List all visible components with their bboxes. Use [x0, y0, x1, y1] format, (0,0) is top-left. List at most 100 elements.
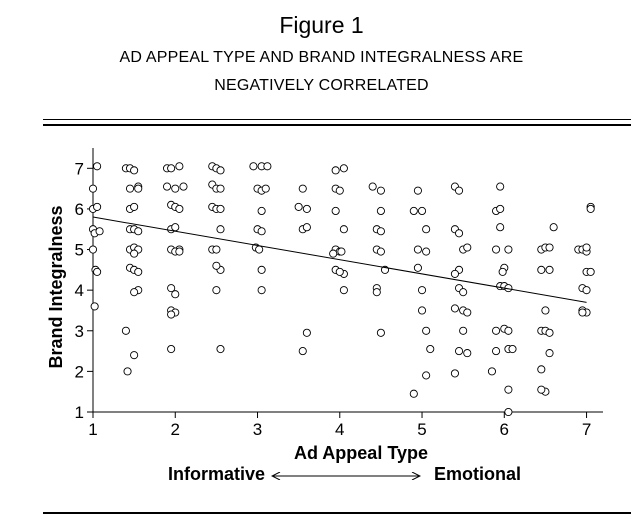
data-point — [249, 162, 258, 171]
data-point — [337, 247, 346, 256]
x-tick-label: 6 — [500, 420, 509, 439]
data-point — [125, 184, 135, 193]
data-point — [545, 265, 554, 274]
y-tick-label: 1 — [75, 403, 84, 422]
data-point — [545, 243, 554, 252]
data-point — [586, 267, 595, 276]
data-point — [298, 347, 307, 356]
x-axis-title: Ad Appeal Type — [294, 443, 428, 463]
data-point — [541, 306, 550, 315]
data-point — [586, 204, 595, 213]
data-point — [329, 249, 338, 258]
data-point — [167, 344, 176, 354]
data-point — [162, 182, 172, 191]
data-point — [88, 245, 98, 254]
data-point — [216, 166, 225, 175]
x-tick-label: 7 — [582, 420, 591, 439]
y-tick-label: 5 — [75, 241, 84, 260]
data-point — [487, 367, 497, 376]
y-axis-title: Brand Integralness — [46, 205, 66, 368]
data-point — [545, 328, 554, 337]
data-point — [504, 385, 513, 394]
data-point — [504, 245, 513, 254]
data-point — [409, 206, 418, 216]
data-point — [95, 227, 104, 236]
data-point — [422, 371, 431, 380]
data-point — [302, 328, 311, 337]
data-point — [175, 247, 184, 256]
data-point — [331, 206, 340, 216]
data-point — [413, 186, 422, 195]
data-point — [257, 227, 266, 236]
data-point — [134, 267, 143, 276]
data-point — [492, 245, 501, 254]
data-point — [492, 347, 501, 356]
data-point — [257, 286, 266, 295]
x-tick-label: 4 — [335, 420, 344, 439]
data-point — [302, 204, 311, 213]
data-point — [261, 184, 270, 193]
data-point — [582, 286, 591, 295]
data-point — [545, 349, 554, 358]
data-point — [134, 227, 143, 236]
data-point — [450, 304, 459, 313]
figure-subtitle-line-2: NEGATIVELY CORRELATED — [214, 77, 429, 94]
data-point — [422, 326, 431, 335]
data-point — [134, 184, 143, 193]
data-point — [93, 162, 102, 171]
figure-label: Figure 1 — [279, 12, 364, 38]
y-tick-label: 7 — [75, 159, 84, 178]
data-point — [130, 202, 139, 211]
data-point — [368, 182, 377, 191]
data-point — [302, 223, 311, 232]
data-point — [171, 290, 180, 299]
data-point — [171, 184, 180, 193]
data-point — [422, 247, 431, 256]
data-point — [179, 182, 188, 191]
data-point — [298, 184, 307, 193]
data-point — [508, 344, 517, 354]
data-point — [294, 202, 303, 211]
data-point — [257, 265, 266, 274]
data-point — [413, 245, 422, 254]
data-point — [167, 310, 176, 319]
data-point — [372, 288, 381, 297]
data-point — [504, 407, 513, 417]
data-point — [121, 326, 130, 335]
data-point — [582, 243, 591, 252]
y-tick-label: 2 — [75, 362, 84, 381]
data-point — [492, 326, 501, 335]
data-point — [463, 243, 472, 252]
data-point — [216, 204, 225, 213]
data-point — [216, 344, 225, 354]
data-point — [426, 344, 435, 354]
data-point — [175, 162, 184, 171]
data-point — [130, 166, 139, 175]
data-point — [93, 202, 102, 211]
data-point — [171, 223, 180, 232]
data-point — [376, 227, 385, 236]
top-rule-thin — [43, 119, 631, 120]
data-point — [88, 184, 98, 193]
data-point — [450, 269, 459, 278]
data-point — [463, 308, 472, 317]
figure-subtitle: AD APPEAL TYPE AND BRAND INTEGRALNESS AR… — [0, 44, 643, 100]
data-point — [376, 186, 385, 195]
data-point — [331, 166, 340, 175]
data-point — [130, 249, 139, 258]
data-point — [417, 306, 427, 315]
data-point — [537, 365, 546, 374]
data-point — [504, 326, 513, 335]
data-point — [212, 286, 221, 295]
data-point — [90, 302, 99, 311]
data-point — [417, 286, 427, 295]
data-point — [454, 186, 464, 195]
data-point — [409, 389, 418, 398]
x-anchor-left-label: Informative — [168, 464, 265, 484]
data-point — [422, 225, 431, 234]
bottom-rule — [43, 512, 631, 514]
data-point — [376, 247, 385, 256]
top-rule-thick — [43, 124, 631, 126]
data-point — [167, 284, 176, 293]
